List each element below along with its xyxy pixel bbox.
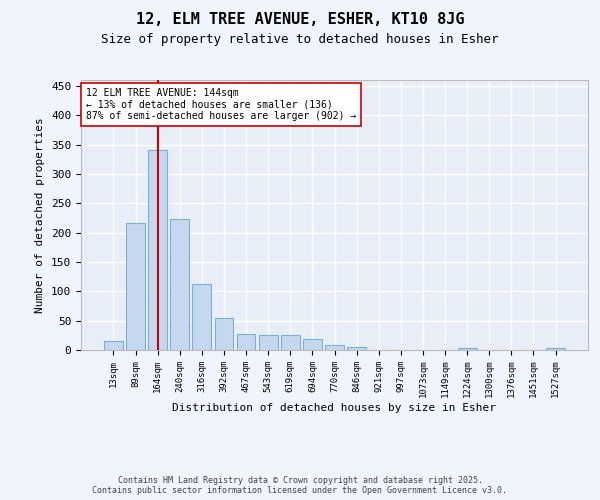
Text: 12 ELM TREE AVENUE: 144sqm
← 13% of detached houses are smaller (136)
87% of sem: 12 ELM TREE AVENUE: 144sqm ← 13% of deta… (86, 88, 356, 122)
Bar (325, 344, 344, 350)
Bar (148, 150, 167, 350)
Bar (170, 219, 189, 350)
Text: Size of property relative to detached houses in Esher: Size of property relative to detached ho… (101, 32, 499, 46)
Bar (303, 339, 322, 350)
Bar (259, 334, 278, 350)
Bar (281, 336, 299, 350)
Y-axis label: Number of detached properties: Number of detached properties (35, 117, 46, 313)
Bar (546, 348, 565, 350)
Bar (458, 348, 476, 350)
Bar (193, 284, 211, 350)
Bar (347, 347, 366, 350)
Bar (215, 318, 233, 350)
Bar (104, 341, 123, 350)
Bar (236, 334, 256, 350)
Text: Contains HM Land Registry data © Crown copyright and database right 2025.
Contai: Contains HM Land Registry data © Crown c… (92, 476, 508, 495)
Text: 12, ELM TREE AVENUE, ESHER, KT10 8JG: 12, ELM TREE AVENUE, ESHER, KT10 8JG (136, 12, 464, 28)
X-axis label: Distribution of detached houses by size in Esher: Distribution of detached houses by size … (173, 403, 497, 413)
Bar (126, 222, 145, 350)
